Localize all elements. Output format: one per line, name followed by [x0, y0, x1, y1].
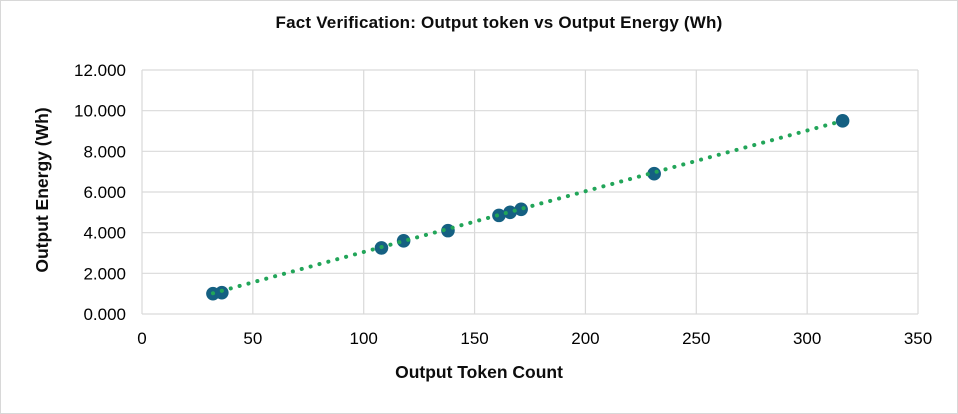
- trendline: [210, 118, 845, 296]
- x-tick-label: 100: [350, 329, 378, 348]
- y-tick-label: 6.000: [83, 183, 126, 202]
- scatter-point: [503, 205, 517, 220]
- x-axis-title: Output Token Count: [395, 362, 563, 382]
- scatter-point: [396, 234, 411, 248]
- x-tick-label: 300: [793, 329, 821, 348]
- y-tick-label: 12.000: [74, 61, 126, 80]
- y-tick-label: 8.000: [83, 142, 126, 161]
- x-tick-label: 350: [904, 329, 932, 348]
- x-tick-label: 200: [571, 329, 599, 348]
- x-tick-label: 0: [137, 329, 146, 348]
- scatter-point: [514, 202, 528, 217]
- scatter-point: [835, 114, 850, 128]
- chart-title: Fact Verification: Output token vs Outpu…: [275, 13, 723, 32]
- y-tick-label: 4.000: [83, 224, 126, 243]
- x-tick-label: 50: [243, 329, 262, 348]
- y-tick-label: 0.000: [83, 305, 126, 324]
- y-tick-label: 2.000: [83, 264, 126, 283]
- x-tick-label: 150: [460, 329, 488, 348]
- x-tick-label: 250: [682, 329, 710, 348]
- y-tick-label: 10.000: [74, 102, 126, 121]
